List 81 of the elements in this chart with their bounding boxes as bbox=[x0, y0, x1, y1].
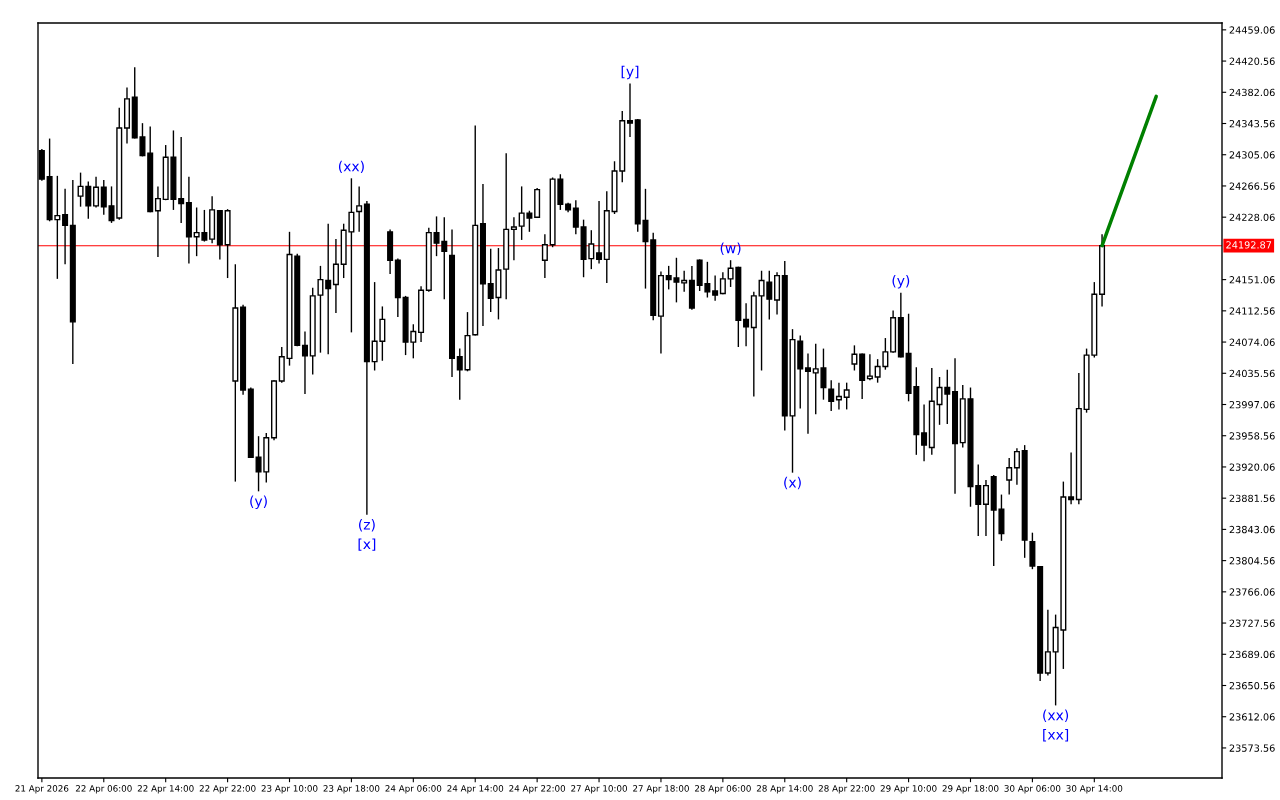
y-tick-label: 24151.06 bbox=[1229, 276, 1275, 284]
x-tick-label: 24 Apr 14:00 bbox=[447, 785, 504, 794]
annotation: (z) bbox=[359, 519, 375, 532]
candlestick bbox=[62, 188, 69, 265]
candlestick bbox=[712, 274, 719, 302]
candlestick bbox=[835, 381, 842, 411]
x-tick-label: 21 Apr 2026 bbox=[15, 785, 69, 794]
y-tick-label: 23997.06 bbox=[1229, 400, 1275, 409]
candlestick bbox=[541, 233, 548, 279]
x-tick-label: 24 Apr 06:00 bbox=[385, 785, 442, 794]
annotation: [x] bbox=[358, 538, 376, 551]
annotation: [y] bbox=[621, 65, 639, 80]
x-tick-label: 22 Apr 06:00 bbox=[75, 785, 132, 794]
y-tick-label: 24420.56 bbox=[1229, 57, 1275, 65]
annotation: (w) bbox=[720, 242, 741, 255]
candlestick bbox=[626, 82, 634, 138]
candlestick bbox=[828, 379, 835, 412]
candlestick bbox=[1006, 457, 1013, 496]
y-tick-label: 23727.56 bbox=[1229, 619, 1275, 627]
x-tick-label: 27 Apr 18:00 bbox=[633, 785, 689, 794]
annotation: (y) bbox=[250, 495, 267, 509]
y-tick-label: 23650.56 bbox=[1229, 681, 1275, 690]
x-tick-label: 23 Apr 10:00 bbox=[261, 785, 318, 794]
y-tick-label: 23920.06 bbox=[1229, 463, 1275, 471]
x-tick-label: 30 Apr 06:00 bbox=[1004, 785, 1061, 794]
candlestick bbox=[804, 352, 812, 435]
y-tick-label: 23689.06 bbox=[1229, 650, 1275, 659]
annotation: (xx) bbox=[338, 160, 364, 174]
candlestick bbox=[332, 238, 339, 314]
candlestick bbox=[178, 136, 185, 224]
candlestick bbox=[866, 353, 873, 381]
candlestick bbox=[154, 185, 161, 258]
x-tick-label: 28 Apr 06:00 bbox=[694, 785, 751, 794]
candlestick bbox=[510, 216, 517, 261]
x-tick-label: 22 Apr 14:00 bbox=[137, 785, 194, 794]
y-tick-label: 23766.06 bbox=[1229, 588, 1275, 596]
candlestick bbox=[301, 330, 308, 395]
y-tick-label: 24343.56 bbox=[1229, 119, 1275, 128]
x-tick-label: 28 Apr 22:00 bbox=[818, 785, 875, 794]
candlestick bbox=[843, 381, 850, 411]
x-tick-label: 27 Apr 10:00 bbox=[571, 785, 627, 794]
candlestick bbox=[681, 270, 688, 293]
candlestick bbox=[982, 479, 989, 537]
y-tick-label: 23843.06 bbox=[1229, 525, 1275, 534]
y-tick-label: 24074.06 bbox=[1229, 338, 1275, 346]
candlestick bbox=[921, 403, 928, 463]
candlestick bbox=[596, 200, 603, 265]
y-tick-label: 24112.56 bbox=[1229, 307, 1275, 315]
candlestick bbox=[572, 199, 579, 235]
x-tick-label: 22 Apr 22:00 bbox=[199, 785, 256, 794]
x-tick-label: 29 Apr 18:00 bbox=[942, 785, 999, 794]
annotation: (xx) bbox=[1043, 709, 1069, 722]
x-tick-label: 29 Apr 10:00 bbox=[880, 785, 937, 794]
x-tick-label: 30 Apr 14:00 bbox=[1066, 785, 1123, 794]
x-tick-label: 23 Apr 18:00 bbox=[323, 785, 380, 794]
candlestick bbox=[100, 179, 107, 216]
y-tick-label: 24305.06 bbox=[1229, 151, 1275, 159]
y-tick-label: 24382.06 bbox=[1229, 88, 1275, 97]
y-tick-label: 24266.56 bbox=[1229, 182, 1275, 190]
candlestick bbox=[93, 175, 100, 209]
y-tick-label: 23958.56 bbox=[1229, 432, 1275, 440]
y-tick-label: 23612.06 bbox=[1229, 713, 1275, 721]
candlestick bbox=[851, 344, 858, 372]
y-tick-label: 23881.56 bbox=[1229, 494, 1275, 502]
y-tick-label: 24035.56 bbox=[1229, 369, 1275, 378]
y-tick-label: 23573.56 bbox=[1229, 744, 1275, 752]
y-tick-label: 23804.56 bbox=[1229, 557, 1275, 565]
x-tick-label: 24 Apr 22:00 bbox=[509, 785, 566, 794]
annotation: (y) bbox=[892, 275, 910, 289]
ref-line-label: 24192.87 bbox=[1226, 241, 1272, 249]
annotation: (x) bbox=[784, 476, 801, 490]
candlestick bbox=[1044, 609, 1051, 677]
candlestick bbox=[1013, 447, 1020, 486]
y-tick-label: 24228.06 bbox=[1229, 213, 1275, 222]
candlestick bbox=[743, 302, 750, 347]
annotation: [xx] bbox=[1043, 729, 1069, 742]
y-tick-label: 24459.06 bbox=[1229, 26, 1275, 34]
candlestick bbox=[325, 223, 332, 355]
candlestick bbox=[1068, 451, 1075, 505]
candlestick bbox=[356, 185, 363, 233]
x-tick-label: 28 Apr 14:00 bbox=[756, 785, 813, 794]
